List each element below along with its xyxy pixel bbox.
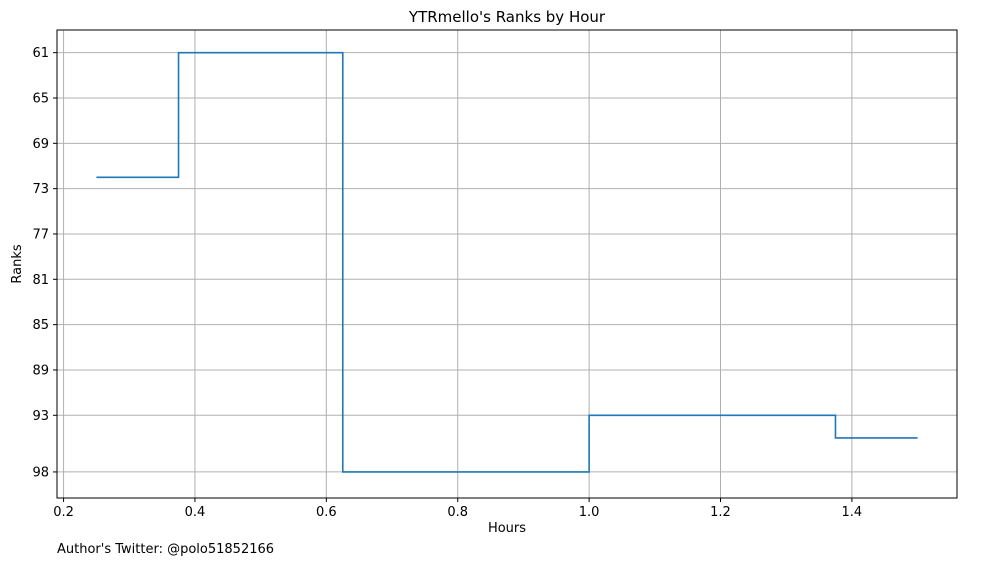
y-axis-label: Ranks bbox=[10, 244, 25, 283]
y-tick-label: 93 bbox=[32, 409, 49, 424]
x-tick-label: 0.4 bbox=[185, 505, 206, 520]
x-tick-label: 1.2 bbox=[710, 505, 731, 520]
y-tick-label: 89 bbox=[32, 363, 49, 378]
y-tick-label: 65 bbox=[32, 91, 49, 106]
x-axis-label: Hours bbox=[488, 521, 526, 536]
y-tick-label: 69 bbox=[32, 137, 49, 152]
author-credit: Author's Twitter: @polo51852166 bbox=[57, 542, 274, 557]
x-tick-label: 0.8 bbox=[447, 505, 468, 520]
y-tick-label: 81 bbox=[32, 273, 49, 288]
y-tick-label: 77 bbox=[32, 227, 49, 242]
chart-title: YTRmello's Ranks by Hour bbox=[408, 8, 606, 26]
y-tick-label: 61 bbox=[32, 46, 49, 61]
x-tick-label: 0.2 bbox=[53, 505, 74, 520]
y-tick-label: 98 bbox=[32, 465, 49, 480]
y-tick-label: 73 bbox=[32, 182, 49, 197]
plot-frame bbox=[56, 29, 958, 499]
x-tick-label: 1.0 bbox=[579, 505, 600, 520]
tick-layer: 0.2 0.4 0.6 0.8 1.0 1.2 1.4 61 65 69 73 77 81 85 89 93 9… bbox=[32, 46, 862, 520]
y-tick-label: 85 bbox=[32, 318, 49, 333]
x-tick-label: 0.6 bbox=[316, 505, 337, 520]
rank-step-line bbox=[96, 51, 918, 473]
series-layer bbox=[96, 51, 918, 473]
grid-layer bbox=[57, 30, 957, 498]
x-tick-label: 1.4 bbox=[842, 505, 863, 520]
